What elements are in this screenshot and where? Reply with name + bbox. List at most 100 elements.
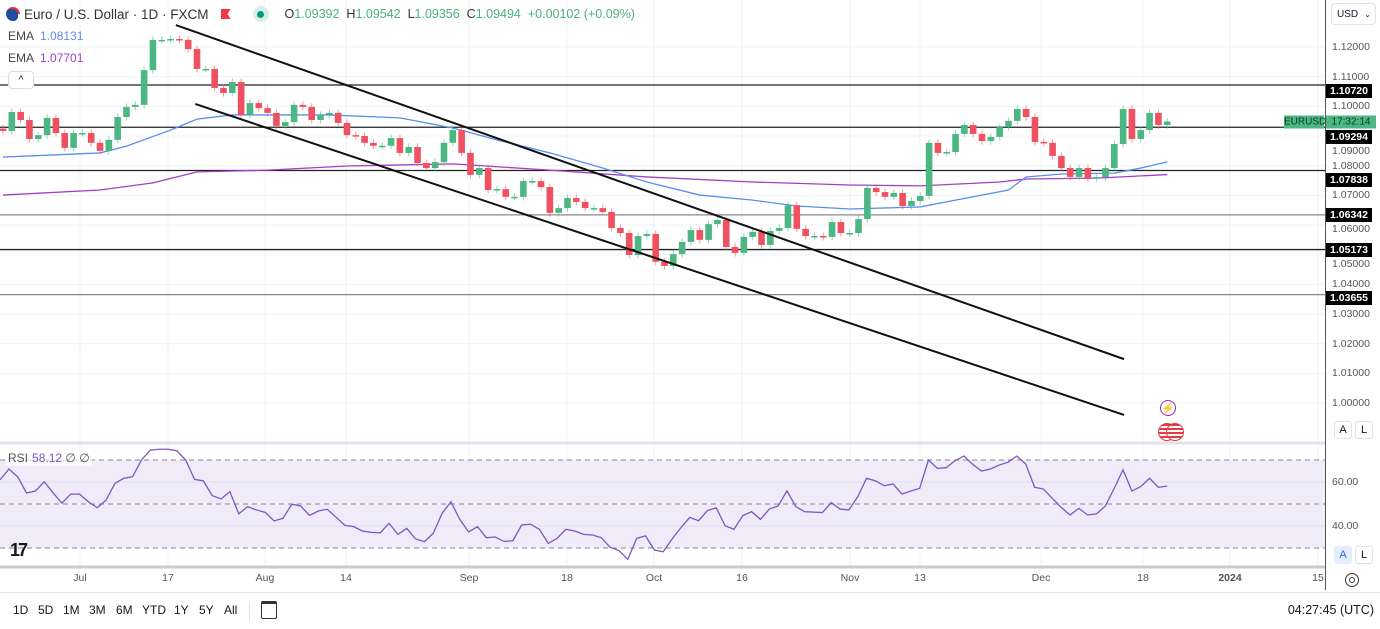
range-button-6m[interactable]: 6M (116, 603, 133, 617)
lightning-event-icon[interactable]: ⚡ (1160, 400, 1176, 416)
candle-up (1163, 121, 1171, 126)
settings-gear-icon[interactable] (1345, 573, 1359, 587)
candle-down (546, 187, 554, 213)
ema-fast-legend[interactable]: EMA 1.08131 (8, 29, 84, 43)
chart-canvas[interactable] (0, 0, 1325, 592)
market-open-icon (252, 6, 269, 22)
price-tick-label: 1.07000 (1332, 189, 1370, 202)
candle-up (440, 142, 448, 163)
ema-slow-value: 1.07701 (40, 51, 84, 65)
range-button-5y[interactable]: 5Y (199, 603, 214, 617)
range-button-3m[interactable]: 3M (89, 603, 106, 617)
tradingview-logo[interactable]: 17 (10, 540, 28, 560)
price-tick-label: 1.05000 (1332, 257, 1370, 270)
level-price-label: 1.06342 (1326, 207, 1372, 222)
level-price-label: 1.07838 (1326, 172, 1372, 187)
candle-down (722, 219, 730, 247)
utc-clock[interactable]: 04:27:45 (UTC) (1287, 603, 1374, 617)
candle-down (802, 228, 809, 236)
candle-down (934, 142, 942, 153)
channel-trend-line (175, 24, 1125, 361)
candle-up (749, 231, 756, 237)
range-button-1d[interactable]: 1D (13, 603, 29, 617)
range-button-5d[interactable]: 5D (38, 603, 54, 617)
candle-up (105, 139, 113, 151)
candle-up (987, 136, 995, 142)
candle-up (1119, 109, 1127, 145)
candle-up (202, 68, 210, 71)
candle-down (237, 82, 245, 115)
level-price-label: 1.05173 (1326, 242, 1372, 257)
candle-up (784, 205, 792, 228)
price-tick-label: 1.01000 (1332, 367, 1370, 380)
candle-up (855, 219, 862, 234)
price-tick-label: 1.11000 (1332, 70, 1370, 83)
flag-marker-icon[interactable] (220, 9, 231, 19)
range-button-1m[interactable]: 1M (63, 603, 80, 617)
candle-up (1102, 168, 1109, 177)
rsi-log-scale-button[interactable]: L (1355, 546, 1373, 564)
candle-up (564, 198, 571, 209)
price-tick-label: 1.00000 (1332, 397, 1370, 410)
close-value: 1.09494 (475, 7, 521, 21)
high-value: 1.09542 (355, 7, 401, 21)
range-button-ytd[interactable]: YTD (142, 603, 166, 617)
candle-down (0, 128, 7, 131)
candle-up (916, 195, 924, 201)
time-tick-label: Aug (255, 572, 275, 584)
candle-down (211, 68, 218, 88)
currency-selector[interactable]: USD ⌄ (1331, 3, 1376, 25)
candle-down (61, 133, 69, 148)
ema-slow-legend[interactable]: EMA 1.07701 (8, 51, 84, 65)
candle-up (943, 152, 951, 154)
candle-down (502, 189, 510, 197)
candle-up (378, 145, 386, 148)
candle-down (978, 133, 986, 142)
candle-down (819, 235, 827, 238)
candle-up (1146, 112, 1153, 131)
time-tick-label: Oct (645, 572, 663, 584)
candle-up (678, 241, 686, 255)
collapse-legend-button[interactable]: ^ (8, 71, 34, 89)
auto-scale-button[interactable]: A (1334, 421, 1352, 439)
symbol-title[interactable]: Euro / U.S. Dollar · 1D · FXCM (24, 6, 209, 22)
range-button-all[interactable]: All (224, 603, 238, 617)
candle-up (317, 114, 324, 120)
candle-up (740, 236, 748, 253)
time-tick-label: 15 (1312, 572, 1324, 584)
candle-down (467, 152, 474, 175)
open-value: 1.09392 (294, 7, 340, 21)
rsi-legend[interactable]: RSI 58.12 ∅ ∅ (6, 450, 92, 466)
candle-down (1022, 109, 1030, 118)
candle-up (643, 233, 651, 236)
price-tick-label: 1.08000 (1332, 159, 1370, 172)
candle-down (26, 119, 33, 139)
candle-down (184, 39, 192, 50)
price-tick-label: 1.10000 (1332, 100, 1370, 113)
candle-down (334, 112, 342, 123)
log-scale-button[interactable]: L (1355, 421, 1373, 439)
candle-up (528, 181, 536, 183)
rsi-tick-label: 60.00 (1332, 476, 1359, 488)
candle-down (899, 192, 906, 207)
candle-up (590, 208, 598, 210)
go-to-date-calendar-icon[interactable] (261, 601, 277, 619)
candle-up (387, 138, 395, 146)
candle-up (1005, 120, 1012, 128)
candle-up (890, 192, 898, 197)
candle-up (687, 230, 695, 242)
candle-down (1084, 168, 1092, 179)
time-tick-label: Sep (459, 572, 479, 584)
candle-up (493, 189, 501, 191)
rsi-auto-scale-button[interactable]: A (1334, 546, 1352, 564)
ohlc-values: O1.09392 H1.09542 L1.09356 C1.09494 +0.0… (284, 7, 635, 21)
candle-up (714, 219, 721, 225)
symbol-legend: Euro / U.S. Dollar · 1D · FXCM O1.09392 … (6, 6, 635, 22)
candle-down (87, 133, 95, 143)
range-button-1y[interactable]: 1Y (174, 603, 189, 617)
ema-fast-value: 1.08131 (40, 29, 84, 43)
candle-up (281, 122, 289, 126)
us-flag-event-icon-2[interactable] (1166, 423, 1184, 441)
candle-up (767, 230, 774, 245)
level-price-label: 1.09294 (1326, 129, 1372, 144)
